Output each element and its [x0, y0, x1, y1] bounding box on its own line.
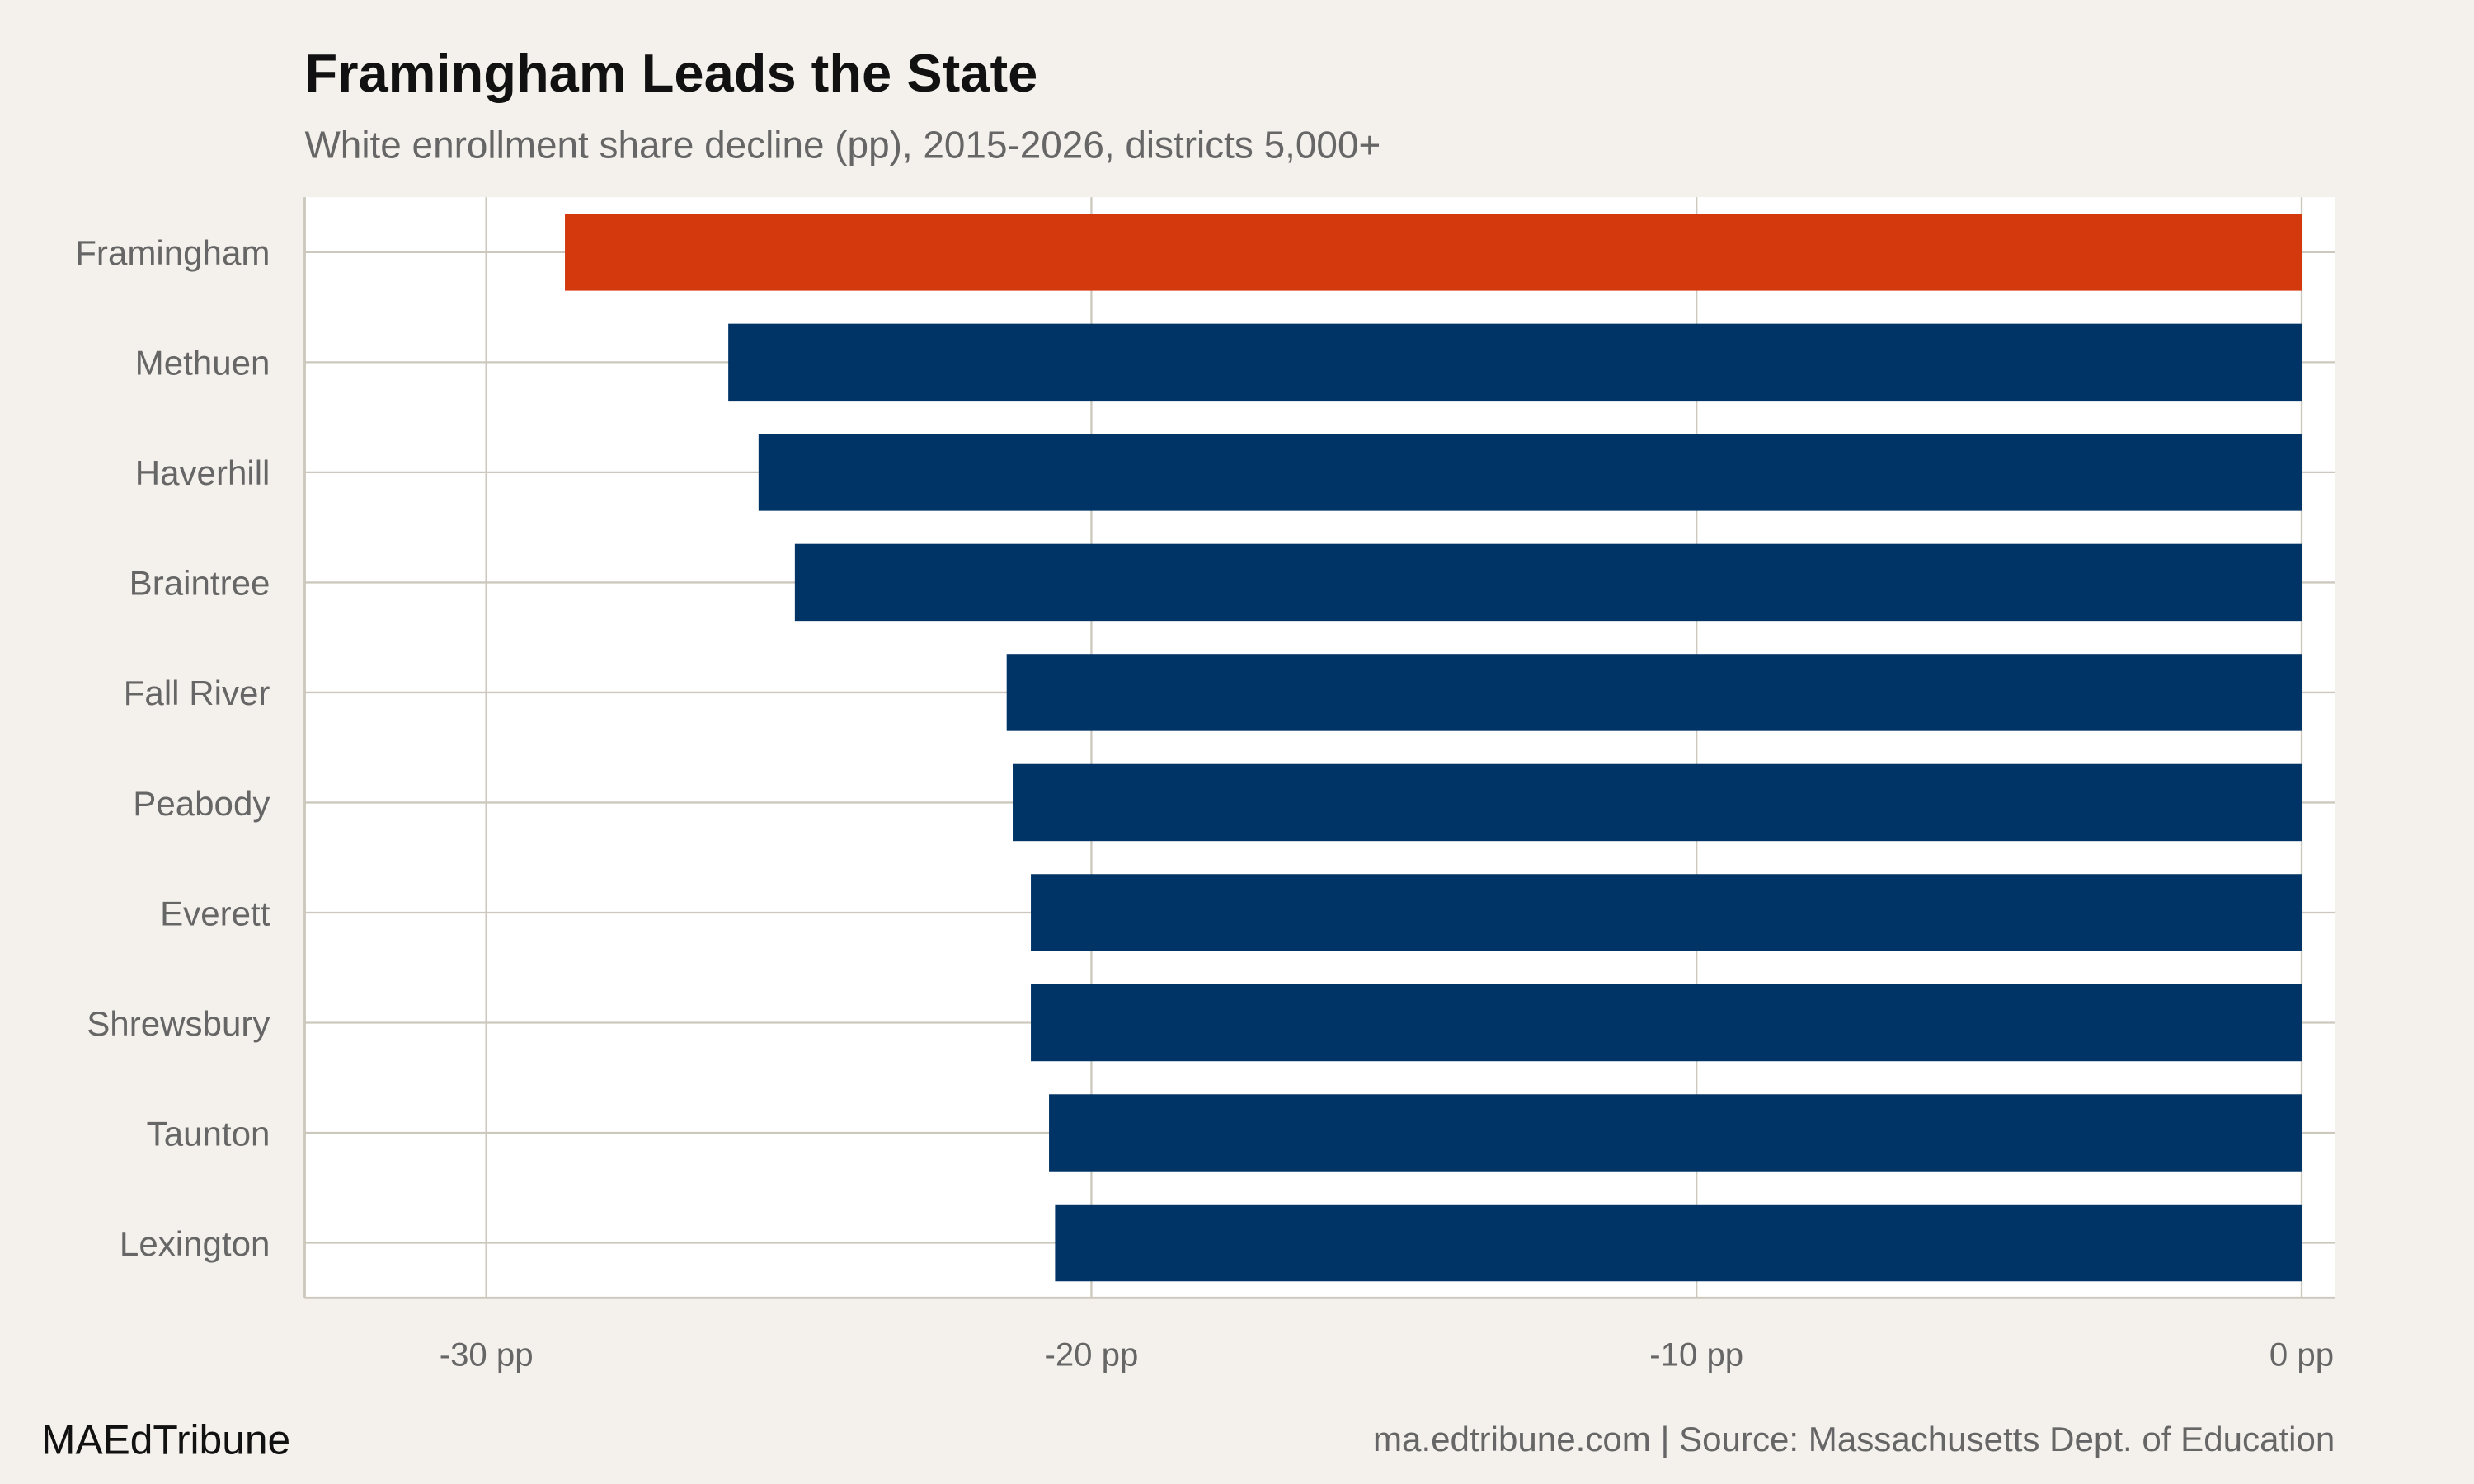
y-tick-label: Fall River [124, 674, 270, 712]
x-tick-label: 0 pp [2269, 1336, 2334, 1374]
y-tick-label: Everett [160, 894, 270, 932]
x-tick-label: -30 pp [440, 1336, 534, 1374]
bar-peabody [1013, 763, 2302, 842]
chart-title: Framingham Leads the State [305, 43, 1038, 103]
bar-shrewsbury [1031, 984, 2302, 1062]
bar-framingham [565, 214, 2302, 291]
y-tick-label: Methuen [135, 344, 270, 383]
x-tick-label: -20 pp [1044, 1336, 1138, 1374]
bar-haverhill [758, 434, 2302, 511]
y-tick-label: Lexington [120, 1224, 270, 1263]
bar-lexington [1055, 1204, 2302, 1282]
y-tick-label: Framingham [75, 233, 270, 272]
x-axis-labels: -30 pp -20 pp -10 pp 0 pp [440, 1336, 2334, 1374]
bar-braintree [794, 543, 2302, 622]
y-tick-label: Haverhill [135, 453, 270, 492]
bar-everett [1031, 874, 2302, 951]
y-axis-labels: Framingham Methuen Haverhill Braintree Fall … [75, 233, 270, 1263]
bar-taunton [1049, 1094, 2302, 1172]
y-tick-label: Peabody [133, 784, 270, 823]
y-tick-label: Braintree [129, 564, 270, 603]
x-tick-label: -10 pp [1649, 1336, 1743, 1374]
bar-methuen [728, 323, 2302, 402]
y-tick-label: Shrewsbury [87, 1004, 270, 1043]
source-note: ma.edtribune.com | Source: Massachusetts… [1373, 1420, 2335, 1458]
chart-subtitle: White enrollment share decline (pp), 201… [305, 123, 1381, 166]
bars [565, 214, 2302, 1282]
y-tick-label: Taunton [147, 1114, 270, 1153]
bar-fall-river [1006, 654, 2302, 731]
brand-logo-text: MAEdTribune [41, 1417, 290, 1463]
